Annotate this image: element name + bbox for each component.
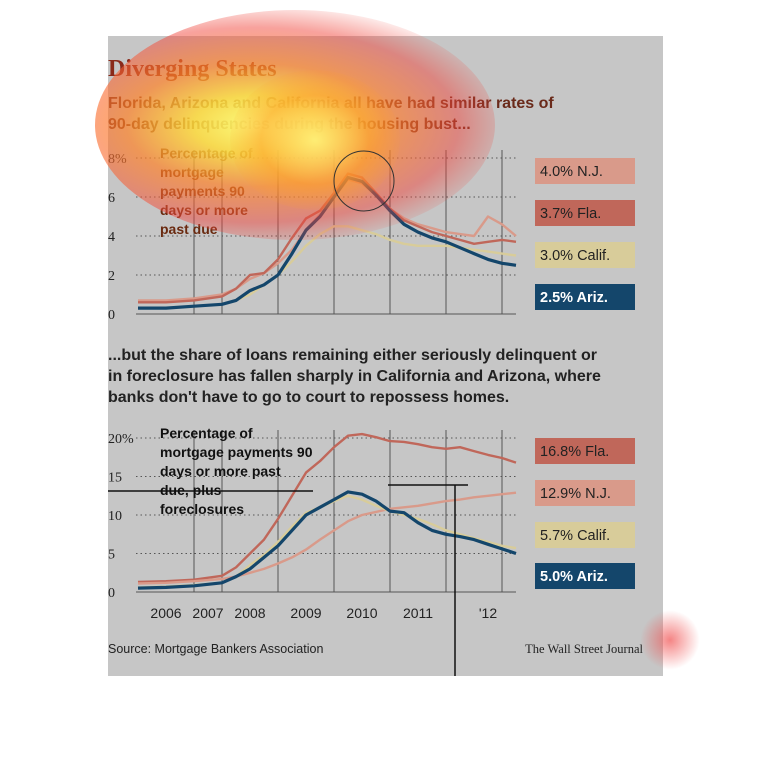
y-tick-label: 5 [108, 548, 115, 563]
credit-note: The Wall Street Journal [525, 642, 643, 656]
x-tick-label: '12 [479, 605, 497, 621]
annotation-text: mortgage [160, 164, 224, 180]
source-note: Source: Mortgage Bankers Association [108, 642, 324, 656]
x-tick-label: 2009 [290, 605, 321, 621]
annotation-text: mortgage payments 90 [160, 444, 313, 460]
y-tick-label: 20% [108, 432, 134, 447]
end-label-fla: 16.8% Fla. [540, 444, 609, 460]
end-label-nj: 12.9% N.J. [540, 486, 611, 502]
end-label-fla: 3.7% Fla. [540, 206, 601, 222]
top-chart: 8% 6 4 2 0 4.0% N.J. 3.7% Fla. 3.0% Calif. 2.5% … [108, 145, 635, 621]
annotation-text: due, plus [160, 482, 222, 498]
end-label-box [535, 242, 635, 268]
x-tick-label: 2010 [346, 605, 377, 621]
series-line-fla [137, 432, 517, 584]
x-tick-label: 2008 [234, 605, 265, 621]
y-tick-label: 6 [108, 191, 115, 206]
annotation-text: foreclosures [160, 501, 244, 517]
x-tick-label: 2006 [150, 605, 181, 621]
y-tick-label: 10 [108, 509, 122, 524]
end-label-calif: 5.7% Calif. [540, 528, 610, 544]
annotation-text: past due [160, 221, 218, 237]
annotation-text: days or more past [160, 463, 281, 479]
y-tick-label: 2 [108, 269, 115, 284]
subtitle-bottom: ...but the share of loans remaining eith… [108, 347, 601, 406]
y-tick-label: 4 [108, 230, 115, 245]
annotation-text: days or more [160, 202, 248, 218]
series-line-ariz [137, 490, 517, 590]
end-label-box [535, 158, 635, 184]
annotation-text: Percentage of [160, 425, 253, 441]
end-label-box [535, 284, 635, 310]
end-label-box [535, 522, 635, 548]
end-label-box [535, 438, 635, 464]
end-label-calif: 3.0% Calif. [540, 248, 610, 264]
annotation-text: Percentage of [160, 145, 253, 161]
chart-card: Diverging States Florida, Arizona and Ca… [108, 36, 663, 676]
end-label-ariz: 5.0% Ariz. [540, 569, 608, 585]
x-tick-label: 2011 [403, 605, 433, 621]
x-tick-label: 2007 [192, 605, 223, 621]
y-tick-label: 15 [108, 471, 122, 486]
end-label-box [535, 480, 635, 506]
end-label-box [535, 563, 635, 589]
y-tick-label: 0 [108, 586, 115, 601]
end-label-nj: 4.0% N.J. [540, 164, 603, 180]
end-label-box [535, 200, 635, 226]
y-tick-label: 8% [108, 152, 127, 167]
end-label-ariz: 2.5% Ariz. [540, 290, 608, 306]
annotation-text: payments 90 [160, 183, 245, 199]
y-tick-label: 0 [108, 308, 115, 323]
